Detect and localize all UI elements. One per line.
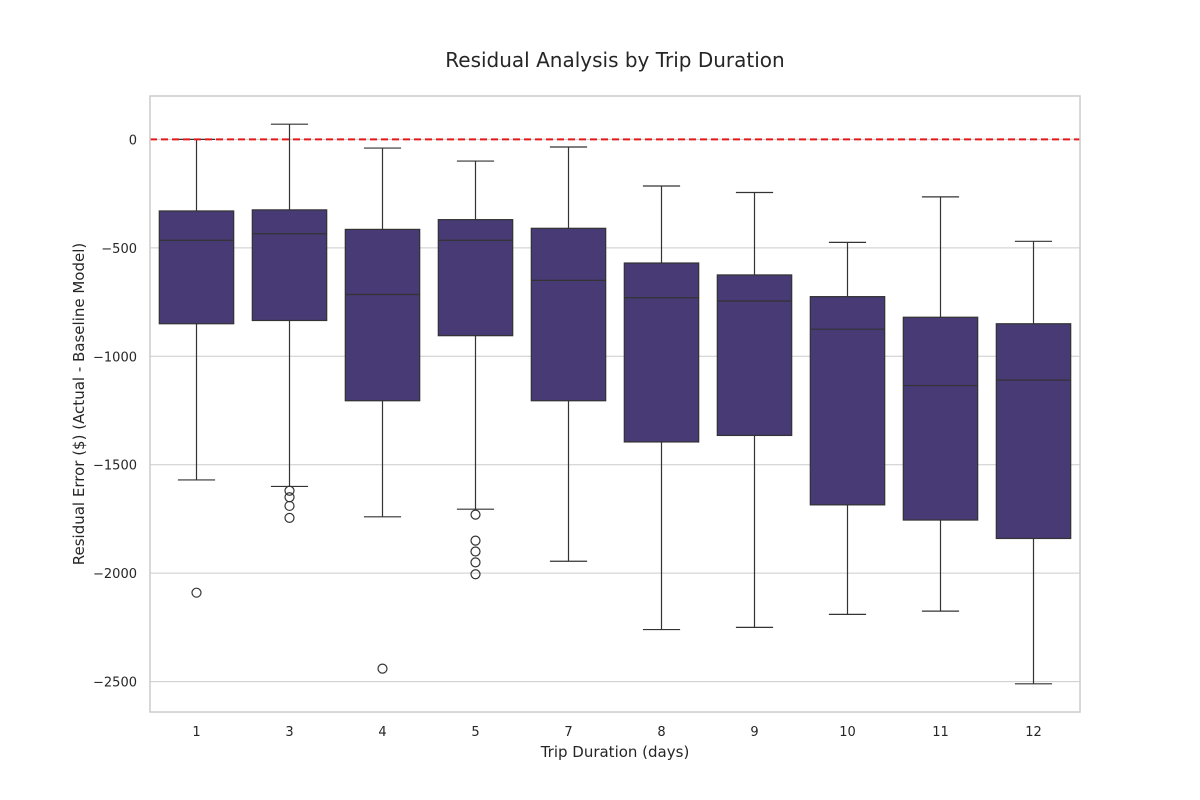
x-tick-label: 3 [285,725,293,740]
iqr-box [903,317,977,520]
outlier-point [471,547,480,556]
y-tick-label: −1500 [93,459,137,474]
x-tick-label: 8 [657,725,665,740]
iqr-box [531,228,605,400]
box-group-4 [345,148,419,673]
box-group-9 [717,193,791,628]
y-tick-label: 0 [129,133,137,148]
box-group-3 [252,124,326,522]
box-group-11 [903,197,977,611]
outlier-point [471,536,480,545]
iqr-box [345,229,419,400]
y-tick-label: −2000 [93,567,137,582]
box-group-5 [438,161,512,579]
outlier-point [471,510,480,519]
box-group-10 [810,242,884,614]
outlier-point [471,570,480,579]
y-tick-label: −1000 [93,350,137,365]
y-axis-label: Residual Error ($) (Actual - Baseline Mo… [70,243,88,566]
x-tick-label: 4 [378,725,386,740]
tick-label-layer: 0 −500 −1000 −1500 −2000 −2500 1 3 4 5 7 8 9 10 11 12 [93,133,1042,740]
iqr-box [996,324,1070,539]
x-axis-label: Trip Duration (days) [540,743,690,761]
box-group-7 [531,147,605,561]
box-layer [159,124,1070,684]
iqr-box [438,220,512,336]
y-tick-label: −500 [101,242,137,257]
outlier-point [471,558,480,567]
x-tick-label: 10 [839,725,856,740]
x-tick-label: 5 [471,725,479,740]
box-group-1 [159,139,233,597]
box-group-8 [624,186,698,630]
outlier-point [285,513,294,522]
x-tick-label: 9 [750,725,758,740]
x-tick-label: 12 [1025,725,1042,740]
y-tick-label: −2500 [93,676,137,691]
x-tick-label: 7 [564,725,572,740]
iqr-box [624,263,698,442]
chart-title: Residual Analysis by Trip Duration [445,48,784,72]
iqr-box [159,211,233,324]
outlier-point [378,664,387,673]
x-tick-label: 11 [932,725,949,740]
outlier-point [285,493,294,502]
iqr-box [252,210,326,321]
outlier-point [192,588,201,597]
iqr-box [717,275,791,436]
outlier-point [285,501,294,510]
box-group-12 [996,241,1070,683]
iqr-box [810,297,884,505]
x-tick-label: 1 [192,725,200,740]
